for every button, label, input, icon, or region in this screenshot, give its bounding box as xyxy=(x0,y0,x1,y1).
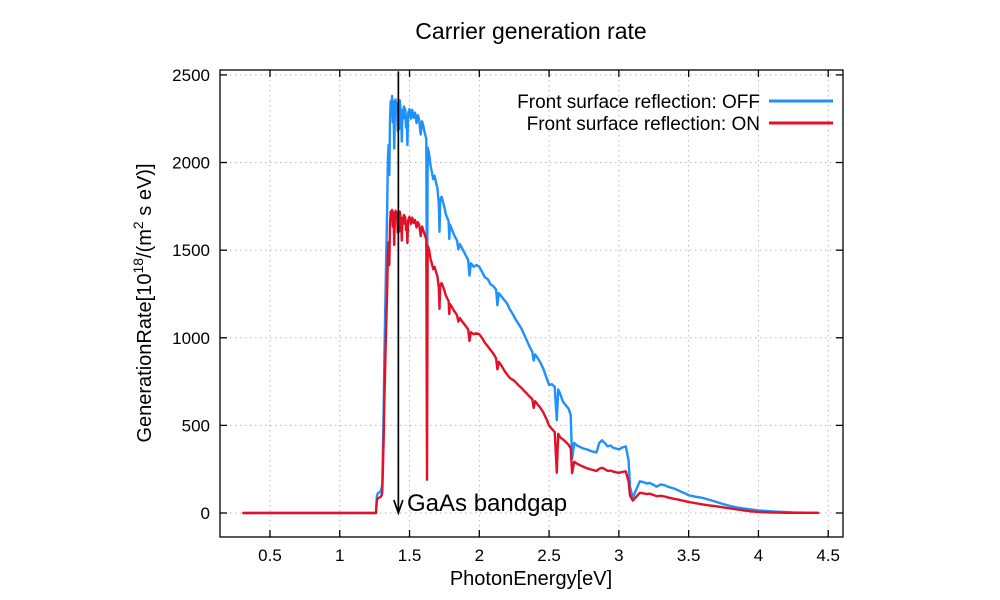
x-tick-label: 4.5 xyxy=(816,546,840,565)
y-tick-label: 1500 xyxy=(172,241,210,260)
x-axis-label: PhotonEnergy[eV] xyxy=(450,568,612,590)
bandgap-arrow-head xyxy=(393,499,404,516)
tick-layer: 0.5 1 1.5 2 2.5 3 3.5 4 4.5 0 500 1000 1500 2000 2500 xyxy=(172,66,843,565)
x-tick-label: 0.5 xyxy=(258,546,282,565)
y-axis-label-post: s eV)] xyxy=(134,163,156,221)
y-axis-label-sup2: 2 xyxy=(130,221,146,229)
x-tick-label: 1 xyxy=(335,546,344,565)
x-tick-label: 2.5 xyxy=(537,546,561,565)
legend-label-reflection-off: Front surface reflection: OFF xyxy=(517,92,760,113)
series-line-reflection-off xyxy=(242,94,816,515)
chart-title: Carrier generation rate xyxy=(415,18,646,44)
y-tick-label: 1000 xyxy=(172,329,210,348)
grid-layer xyxy=(220,70,843,537)
x-tick-label: 4 xyxy=(754,546,763,565)
y-tick-label: 2500 xyxy=(172,66,210,85)
bandgap-annotation-label: GaAs bandgap xyxy=(407,490,567,517)
plot-border xyxy=(219,69,844,538)
y-tick-label: 500 xyxy=(182,416,210,435)
y-tick-label: 0 xyxy=(201,504,210,523)
annotation-layer xyxy=(393,71,404,516)
series-line-reflection-on xyxy=(242,208,820,515)
legend-label-reflection-on: Front surface reflection: ON xyxy=(527,114,760,135)
y-axis-label-sup18: 18 xyxy=(130,258,146,274)
y-axis-label-mid: /(m xyxy=(134,229,156,258)
x-tick-label: 1.5 xyxy=(398,546,422,565)
y-tick-label: 2000 xyxy=(172,154,210,173)
x-tick-label: 2 xyxy=(475,546,484,565)
x-tick-label: 3.5 xyxy=(677,546,701,565)
x-tick-label: 3 xyxy=(614,546,623,565)
y-axis-label: GenerationRate[1018/(m2 s eV)] xyxy=(130,163,156,442)
y-axis-label-pre: GenerationRate[10 xyxy=(134,274,156,443)
legend: Front surface reflection: OFF Front surf… xyxy=(517,92,833,135)
series-layer xyxy=(242,94,820,515)
